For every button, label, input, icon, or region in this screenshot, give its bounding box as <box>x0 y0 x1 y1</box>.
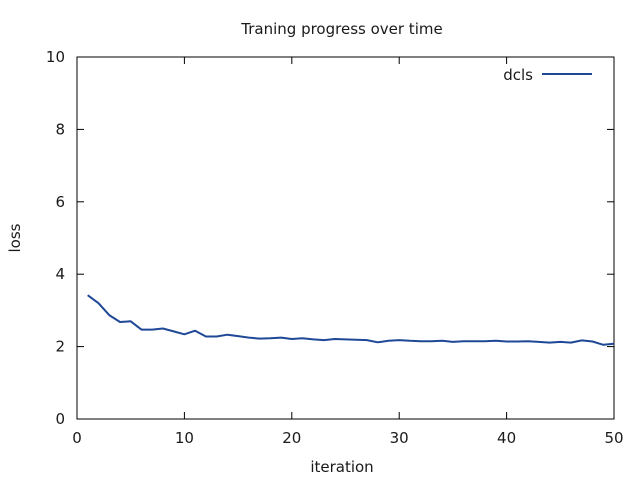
y-tick-label: 4 <box>55 265 65 283</box>
y-tick-label: 8 <box>55 120 65 138</box>
y-tick-label: 2 <box>55 338 65 356</box>
x-tick-label: 30 <box>390 429 409 447</box>
series-line-dcls <box>87 294 615 346</box>
x-axis: 0 10 20 30 40 50 <box>72 57 624 447</box>
x-tick-label: 40 <box>497 429 516 447</box>
x-tick-label: 10 <box>175 429 194 447</box>
series-layer <box>87 294 615 346</box>
y-axis: 0 2 4 6 8 10 <box>46 48 614 428</box>
y-tick-label: 10 <box>46 48 65 66</box>
y-tick-label: 6 <box>55 193 65 211</box>
chart-title: Traning progress over time <box>240 20 442 38</box>
legend: dcls <box>503 66 592 84</box>
y-axis-title: loss <box>6 223 24 252</box>
legend-label: dcls <box>503 66 533 84</box>
x-tick-label: 50 <box>604 429 623 447</box>
y-tick-label: 0 <box>55 410 65 428</box>
plot-area-frame <box>76 56 615 420</box>
x-axis-title: iteration <box>310 458 373 476</box>
x-tick-label: 0 <box>72 429 82 447</box>
x-tick-label: 20 <box>282 429 301 447</box>
